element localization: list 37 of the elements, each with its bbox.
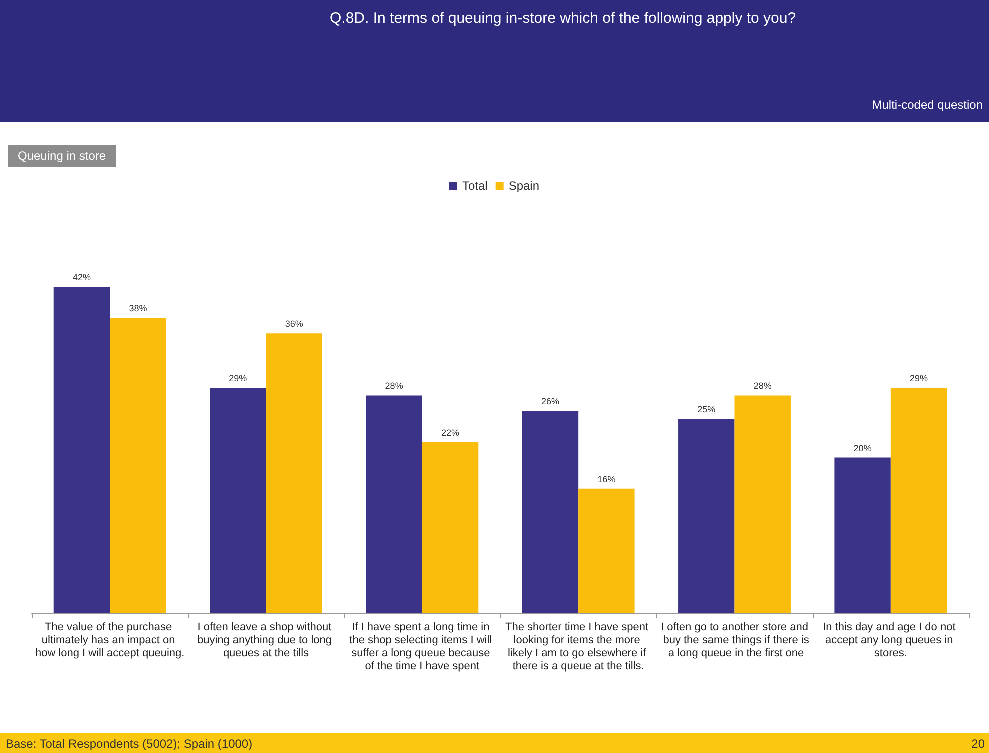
bar bbox=[422, 442, 479, 613]
bar bbox=[890, 388, 948, 613]
data-label: 25% bbox=[698, 404, 716, 414]
bar bbox=[834, 458, 891, 613]
bar bbox=[366, 396, 422, 613]
data-label: 28% bbox=[385, 381, 404, 392]
bar bbox=[266, 334, 322, 613]
bar bbox=[210, 388, 266, 613]
legend-label: Spain bbox=[508, 179, 540, 193]
bar bbox=[54, 287, 110, 613]
bar bbox=[522, 411, 579, 613]
bar bbox=[110, 318, 166, 613]
bar bbox=[578, 488, 635, 613]
data-label: 29% bbox=[910, 373, 928, 384]
legend-label: Total bbox=[462, 179, 488, 193]
x-tick-label: In this day and age I do not accept any long queues in stores. bbox=[823, 622, 959, 660]
x-tick-label: The value of the purchase ultimately has an impact on how long I will accept queuing. bbox=[35, 622, 185, 660]
data-label: 22% bbox=[442, 428, 460, 438]
x-tick-label: If I have spent a long time in the shop selecting items I will suffer a long queue because of the time I have spent bbox=[350, 622, 496, 672]
data-label: 36% bbox=[285, 319, 304, 330]
bar bbox=[678, 419, 735, 613]
chart-subtitle: Queuing in store bbox=[8, 145, 116, 167]
bar bbox=[734, 396, 791, 613]
chart-title: Q.8D. In terms of queuing in-store which of the following apply to you? bbox=[330, 10, 796, 27]
text: Base: Total Respondents (5002); Spain (1000) bbox=[6, 737, 253, 751]
data-label: 16% bbox=[598, 474, 616, 484]
data-label: 42% bbox=[72, 272, 91, 283]
text: Multi-coded question bbox=[872, 98, 983, 112]
data-label: 26% bbox=[541, 396, 560, 407]
data-label: 29% bbox=[229, 373, 248, 384]
data-label: 28% bbox=[754, 381, 772, 392]
x-tick-label: I often go to another store and buy the same things if there is a long queue in the first one bbox=[660, 622, 810, 660]
data-label: 20% bbox=[854, 443, 872, 454]
data-label: 38% bbox=[129, 304, 148, 314]
text: 20 bbox=[972, 737, 985, 751]
x-tick-label: I often leave a shop without buying anything due to long queues at the tills bbox=[197, 622, 336, 660]
x-tick-label: The shorter time I have spent looking for items the more likely I am to go elsewhere if there is a queue at the tills. bbox=[506, 622, 652, 672]
